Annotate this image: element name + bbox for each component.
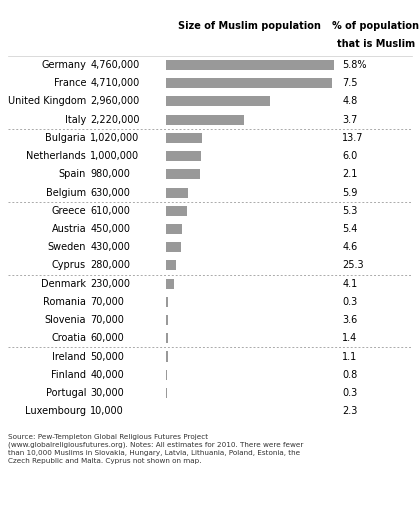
Text: Finland: Finland [51,370,86,380]
Text: 0.3: 0.3 [342,297,357,307]
Text: Denmark: Denmark [41,279,86,289]
Text: Italy: Italy [65,114,86,124]
Text: Bulgaria: Bulgaria [45,133,86,143]
Text: Spain: Spain [59,169,86,179]
Text: 25.3: 25.3 [342,260,364,270]
Text: 450,000: 450,000 [90,224,130,234]
Text: Netherlands: Netherlands [26,151,86,161]
Text: 5.9: 5.9 [342,187,358,197]
Text: 4.8: 4.8 [342,96,357,106]
Text: 5.4: 5.4 [342,224,358,234]
Text: 4,710,000: 4,710,000 [90,78,139,88]
Text: Belgium: Belgium [46,187,86,197]
Text: 2.3: 2.3 [342,406,358,416]
Text: 2.1: 2.1 [342,169,358,179]
Text: 70,000: 70,000 [90,315,124,325]
Text: Ireland: Ireland [52,352,86,362]
Text: 6.0: 6.0 [342,151,357,161]
Text: 430,000: 430,000 [90,242,130,252]
Text: 10,000: 10,000 [90,406,124,416]
Text: 0.8: 0.8 [342,370,357,380]
Text: 7.5: 7.5 [342,78,358,88]
Text: 610,000: 610,000 [90,206,130,216]
Text: Germany: Germany [41,60,86,70]
Text: 3.6: 3.6 [342,315,357,325]
Text: % of population: % of population [332,21,420,31]
Text: 980,000: 980,000 [90,169,130,179]
Text: 1.1: 1.1 [342,352,357,362]
Text: Size of Muslim population: Size of Muslim population [178,21,321,31]
Text: 1,020,000: 1,020,000 [90,133,139,143]
Text: Austria: Austria [52,224,86,234]
Text: 50,000: 50,000 [90,352,124,362]
Text: Romania: Romania [43,297,86,307]
Text: 1.4: 1.4 [342,333,357,343]
Text: Greece: Greece [52,206,86,216]
Text: 40,000: 40,000 [90,370,124,380]
Text: Cyprus: Cyprus [52,260,86,270]
Text: 0.3: 0.3 [342,388,357,398]
Text: Sweden: Sweden [47,242,86,252]
Text: France: France [54,78,86,88]
Text: 2,220,000: 2,220,000 [90,114,140,124]
Text: 30,000: 30,000 [90,388,124,398]
Text: Luxembourg: Luxembourg [25,406,86,416]
Text: 13.7: 13.7 [342,133,364,143]
Text: Portugal: Portugal [46,388,86,398]
Text: 1,000,000: 1,000,000 [90,151,139,161]
Text: Croatia: Croatia [51,333,86,343]
Text: Source: Pew-Templeton Global Religious Futures Project
(www.globalreligiousfutur: Source: Pew-Templeton Global Religious F… [8,434,304,464]
Text: 630,000: 630,000 [90,187,130,197]
Text: 3.7: 3.7 [342,114,358,124]
Text: that is Muslim: that is Muslim [337,39,415,49]
Text: Slovenia: Slovenia [45,315,86,325]
Text: 280,000: 280,000 [90,260,130,270]
Text: 5.3: 5.3 [342,206,358,216]
Text: 2,960,000: 2,960,000 [90,96,139,106]
Text: 60,000: 60,000 [90,333,124,343]
Text: 4.1: 4.1 [342,279,357,289]
Text: 4,760,000: 4,760,000 [90,60,139,70]
Text: 5.8%: 5.8% [342,60,367,70]
Text: United Kingdom: United Kingdom [8,96,86,106]
Text: 4.6: 4.6 [342,242,357,252]
Text: 230,000: 230,000 [90,279,130,289]
Text: 70,000: 70,000 [90,297,124,307]
